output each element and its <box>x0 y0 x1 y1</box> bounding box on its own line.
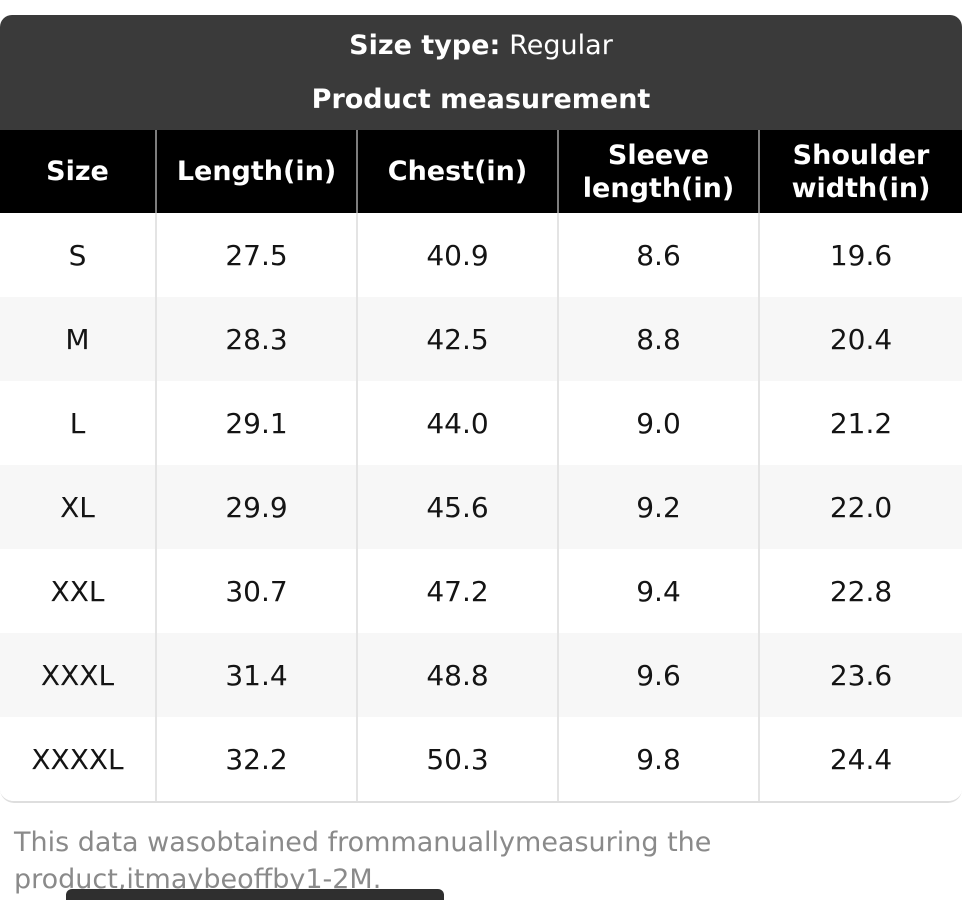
cell-length: 28.3 <box>155 297 356 381</box>
cell-shoulder: 22.0 <box>758 465 962 549</box>
cell-length: 27.5 <box>155 213 356 297</box>
cell-shoulder: 21.2 <box>758 381 962 465</box>
cell-chest: 42.5 <box>356 297 557 381</box>
cell-shoulder: 20.4 <box>758 297 962 381</box>
cell-size: M <box>65 322 90 356</box>
table-row: S 27.5 40.9 8.6 19.6 <box>0 213 962 297</box>
table-row: XXXXL 32.2 50.3 9.8 24.4 <box>0 717 962 801</box>
cell-length: 29.1 <box>155 381 356 465</box>
cell-shoulder: 24.4 <box>758 717 962 801</box>
cell-chest: 50.3 <box>356 717 557 801</box>
column-header-length: Length(in) <box>155 130 356 213</box>
cell-size: XXXL <box>40 658 115 692</box>
cell-size: XL <box>60 490 95 524</box>
cell-size: XXXXL <box>31 742 124 776</box>
cell-size: L <box>69 406 86 440</box>
size-type-label: Size type: <box>349 29 501 61</box>
size-type-value: Regular <box>509 29 613 61</box>
product-measurement-title: Product measurement <box>311 83 651 115</box>
column-header-chest: Chest(in) <box>356 130 557 213</box>
cell-sleeve: 9.4 <box>557 549 758 633</box>
cell-shoulder: 23.6 <box>758 633 962 717</box>
measurement-disclaimer-note: This data wasobtained frommanuallymeasur… <box>14 827 712 895</box>
horizontal-scrollbar-thumb[interactable] <box>66 889 444 900</box>
cell-length: 30.7 <box>155 549 356 633</box>
table-row: L 29.1 44.0 9.0 21.2 <box>0 381 962 465</box>
size-chart-header-panel: Size type: Regular Product measurement <box>0 15 962 130</box>
cell-sleeve: 9.6 <box>557 633 758 717</box>
cell-shoulder: 19.6 <box>758 213 962 297</box>
table-row: XXL 30.7 47.2 9.4 22.8 <box>0 549 962 633</box>
table-header-row: Size Length(in) Chest(in) Sleeve length(… <box>0 130 962 213</box>
cell-shoulder: 22.8 <box>758 549 962 633</box>
table-row: M 28.3 42.5 8.8 20.4 <box>0 297 962 381</box>
cell-chest: 44.0 <box>356 381 557 465</box>
cell-sleeve: 8.8 <box>557 297 758 381</box>
cell-sleeve: 9.8 <box>557 717 758 801</box>
cell-sleeve: 9.2 <box>557 465 758 549</box>
cell-length: 32.2 <box>155 717 356 801</box>
cell-chest: 45.6 <box>356 465 557 549</box>
cell-size: XXL <box>50 574 105 608</box>
table-row: XL 29.9 45.6 9.2 22.0 <box>0 465 962 549</box>
column-header-shoulder-width: Shoulder width(in) <box>758 130 962 213</box>
cell-size: S <box>68 238 87 272</box>
cell-chest: 48.8 <box>356 633 557 717</box>
cell-sleeve: 8.6 <box>557 213 758 297</box>
column-header-size: Size <box>46 156 109 187</box>
cell-length: 31.4 <box>155 633 356 717</box>
size-type-line: Size type: Regular <box>349 29 613 61</box>
table-row: XXXL 31.4 48.8 9.6 23.6 <box>0 633 962 717</box>
cell-length: 29.9 <box>155 465 356 549</box>
cell-chest: 40.9 <box>356 213 557 297</box>
column-header-sleeve-length: Sleeve length(in) <box>557 130 758 213</box>
cell-chest: 47.2 <box>356 549 557 633</box>
measurement-table: Size Length(in) Chest(in) Sleeve length(… <box>0 130 962 803</box>
cell-sleeve: 9.0 <box>557 381 758 465</box>
